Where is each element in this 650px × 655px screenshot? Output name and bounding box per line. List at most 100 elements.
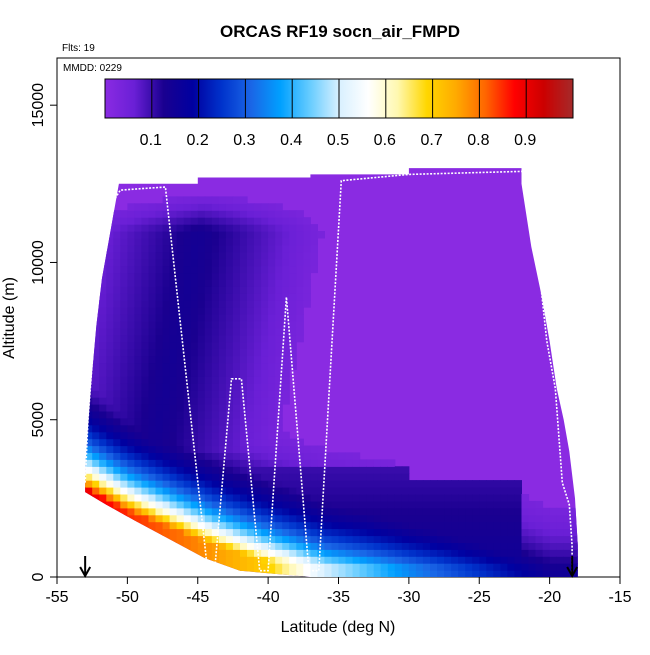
heatmap-cell (415, 528, 424, 537)
heatmap-cell (141, 251, 149, 260)
heatmap-cell (493, 556, 501, 564)
heatmap-cell (268, 203, 276, 211)
heatmap-cell (486, 500, 494, 509)
heatmap-cell (268, 327, 276, 336)
heatmap-cell (92, 424, 100, 433)
heatmap-cell (486, 507, 494, 516)
heatmap-cell (190, 480, 199, 488)
heatmap-cell (134, 480, 142, 488)
heatmap-cell (528, 556, 537, 564)
heatmap-cell (183, 528, 192, 537)
heatmap-cell (458, 570, 466, 577)
heatmap-cell (289, 542, 297, 550)
heatmap-cell (99, 410, 107, 419)
heatmap-cell (134, 390, 142, 398)
heatmap-cell (197, 327, 206, 336)
heatmap-cell (204, 258, 213, 267)
heatmap-cell (268, 300, 276, 308)
heatmap-cell (268, 334, 276, 343)
heatmap-cell (359, 549, 368, 557)
heatmap-cell (282, 251, 290, 260)
heatmap-cell (204, 494, 213, 502)
heatmap-cell (331, 480, 340, 488)
heatmap-cell (211, 452, 220, 460)
y-tick-label: 15000 (30, 83, 47, 128)
heatmap-cell (240, 258, 248, 267)
heatmap-cell (162, 307, 171, 315)
heatmap-cell (183, 321, 192, 329)
heatmap-cell (261, 417, 269, 426)
heatmap-cell (99, 390, 107, 398)
heatmap-cell (148, 334, 157, 343)
heatmap-cell (465, 494, 473, 502)
heatmap-cell (113, 251, 121, 260)
heatmap-cell (254, 348, 262, 357)
heatmap-cell (211, 376, 220, 384)
heatmap-cell (141, 376, 149, 384)
heatmap-cell (394, 494, 403, 502)
heatmap-cell (169, 224, 178, 232)
heatmap-cell (169, 341, 178, 350)
heatmap-cell (155, 224, 164, 232)
heatmap-cell (113, 286, 121, 294)
heatmap-cell (218, 258, 227, 267)
heatmap-cell (120, 445, 128, 453)
heatmap-cell (542, 563, 551, 571)
heatmap-cell (155, 480, 164, 488)
heatmap-cell (472, 563, 480, 571)
heatmap-cell (289, 321, 297, 329)
heatmap-cell (169, 521, 178, 530)
heatmap-cell (232, 424, 241, 433)
heatmap-cell (366, 466, 375, 474)
heatmap-cell (422, 542, 431, 550)
heatmap-cell (204, 459, 213, 467)
heatmap-cell (331, 570, 340, 577)
heatmap-cell (254, 244, 262, 253)
heatmap-cell (120, 424, 128, 433)
heatmap-cell (218, 307, 227, 315)
heatmap-cell (106, 369, 114, 377)
heatmap-cell (218, 383, 227, 391)
heatmap-cell (247, 279, 255, 287)
heatmap-cell (218, 507, 227, 516)
heatmap-cell (169, 321, 178, 329)
heatmap-cell (197, 300, 206, 308)
heatmap-cell (486, 487, 494, 495)
heatmap-cell (225, 251, 234, 260)
heatmap-cell (134, 487, 142, 495)
heatmap-cell (493, 570, 501, 577)
heatmap-cell (232, 480, 241, 488)
heatmap-cell (359, 507, 368, 516)
heatmap-cell (211, 383, 220, 391)
heatmap-cell (190, 383, 199, 391)
heatmap-cell (204, 473, 213, 481)
heatmap-cell (331, 507, 340, 516)
heatmap-cell (113, 224, 121, 232)
heatmap-cell (127, 314, 135, 322)
heatmap-cell (204, 334, 213, 343)
heatmap-cell (106, 452, 114, 460)
heatmap-cell (169, 348, 178, 357)
heatmap-cell (162, 397, 171, 405)
heatmap-cell (127, 500, 135, 509)
heatmap-cell (507, 556, 515, 564)
heatmap-cell (106, 424, 114, 433)
heatmap-cell (127, 487, 135, 495)
heatmap-cell (106, 459, 114, 467)
heatmap-cell (254, 362, 262, 370)
heatmap-cell (303, 224, 311, 232)
heatmap-cell (373, 563, 382, 571)
heatmap-cell (387, 542, 396, 550)
heatmap-cell (268, 272, 276, 280)
heatmap-cell (254, 237, 262, 246)
heatmap-cell (176, 487, 185, 495)
heatmap-cell (113, 431, 121, 440)
heatmap-cell (317, 466, 325, 474)
heatmap-cell (127, 272, 135, 280)
heatmap-cell (113, 445, 121, 453)
heatmap-cell (324, 459, 332, 467)
heatmap-cell (486, 521, 494, 530)
heatmap-cell (472, 556, 480, 564)
heatmap-cell (359, 494, 368, 502)
